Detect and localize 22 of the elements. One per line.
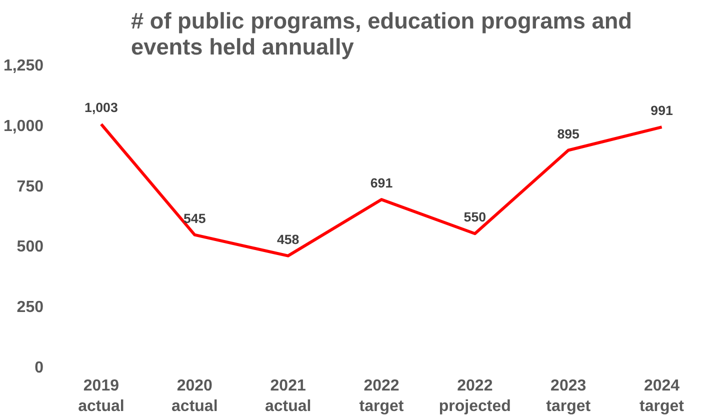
data-label: 895	[557, 126, 580, 142]
y-tick-label: 1,250	[3, 58, 44, 74]
data-label: 550	[464, 210, 486, 225]
data-label: 1,003	[84, 100, 118, 116]
x-tick-label: 2021 actual	[264, 378, 312, 415]
y-tick-label: 1,000	[3, 118, 44, 135]
data-label: 458	[276, 232, 300, 247]
data-label: 991	[650, 103, 674, 118]
x-tick-label: 2022 projected	[438, 378, 511, 415]
y-tick-label: 750	[16, 178, 44, 196]
x-tick-label: 2024 target	[640, 378, 685, 415]
chart-title: # of public programs, education programs and events held annually	[130, 8, 632, 60]
x-tick-label: 2019 actual	[78, 378, 124, 415]
line-series	[100, 122, 664, 258]
y-tick-label: 500	[16, 238, 44, 256]
data-label: 691	[370, 176, 394, 191]
y-tick-label: 0	[34, 360, 44, 376]
x-tick-label: 2020 actual	[172, 378, 218, 415]
data-label: 545	[184, 210, 206, 226]
x-tick-label: 2023 target	[546, 378, 592, 415]
x-tick-label: 2022 target	[359, 378, 404, 415]
y-tick-label: 250	[16, 299, 44, 316]
